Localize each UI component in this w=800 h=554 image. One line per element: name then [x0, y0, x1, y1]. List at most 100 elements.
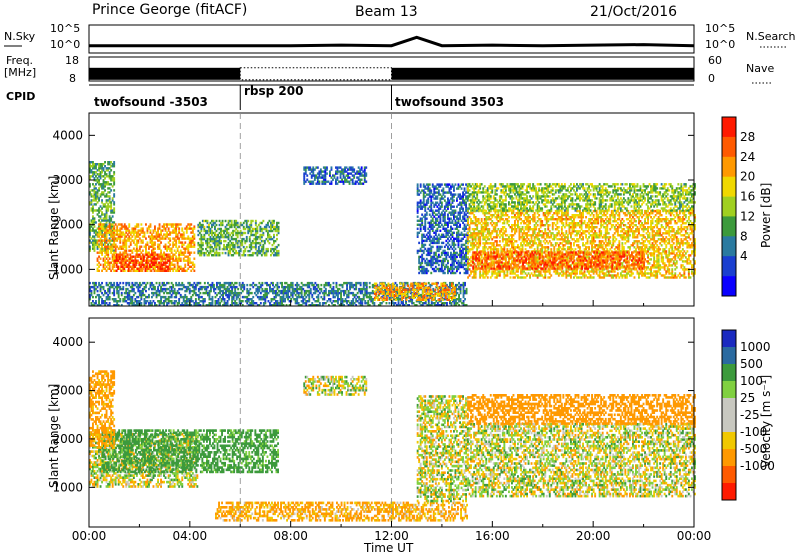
- heatmap-cell: [95, 187, 97, 190]
- heatmap-cell: [147, 259, 150, 262]
- heatmap-cell: [167, 227, 170, 230]
- heatmap-cell: [93, 229, 96, 232]
- heatmap-cell: [102, 249, 105, 252]
- heatmap-cell: [104, 173, 106, 176]
- heatmap-cell: [203, 254, 206, 257]
- heatmap-cell: [101, 167, 103, 170]
- heatmap-cell: [152, 267, 155, 270]
- heatmap-cell: [113, 171, 116, 174]
- heatmap-cell: [101, 171, 103, 174]
- heatmap-cell: [451, 219, 454, 222]
- heatmap-cell: [104, 185, 106, 188]
- heatmap-cell: [113, 189, 116, 192]
- heatmap-cell: [392, 282, 394, 285]
- heatmap-cell: [435, 282, 438, 285]
- heatmap-cell: [158, 247, 161, 250]
- heatmap-cell: [125, 265, 128, 268]
- heatmap-cell: [426, 296, 429, 299]
- nsky-tick-top: 10^5: [50, 22, 80, 35]
- heatmap-cell: [148, 253, 150, 256]
- heatmap-cell: [166, 249, 168, 252]
- heatmap-cell: [146, 255, 149, 258]
- heatmap-cell: [152, 245, 155, 248]
- heatmap-cell: [102, 191, 105, 194]
- heatmap-cell: [89, 171, 91, 174]
- heatmap-cell: [93, 203, 96, 206]
- heatmap-cell: [440, 245, 443, 249]
- heatmap-cell: [113, 193, 116, 196]
- heatmap-cell: [92, 167, 94, 170]
- heatmap-cell: [326, 172, 328, 175]
- nsky-tick-bottom: 10^0: [50, 38, 80, 51]
- heatmap-cell: [453, 231, 455, 234]
- heatmap-cell: [89, 183, 91, 186]
- heatmap-cell: [98, 173, 100, 176]
- heatmap-cell: [113, 269, 116, 272]
- heatmap-cell: [105, 173, 108, 176]
- heatmap-cell: [93, 225, 96, 228]
- heatmap-cell: [110, 243, 113, 246]
- heatmap-cell: [98, 223, 100, 226]
- heatmap-cell: [166, 223, 168, 226]
- freq-label-line2: [MHz]: [4, 66, 36, 79]
- heatmap-cell: [167, 223, 170, 226]
- heatmap-cell: [138, 265, 141, 268]
- heatmap-cell: [122, 239, 125, 242]
- heatmap-cell: [125, 235, 128, 238]
- heatmap-cell: [178, 298, 181, 301]
- heatmap-cell: [158, 261, 160, 264]
- heatmap-cell: [141, 253, 144, 256]
- heatmap-cell: [92, 221, 94, 224]
- heatmap-cell: [140, 245, 143, 248]
- cpid-segment-label-2: twofsound 3503: [395, 95, 504, 109]
- heatmap-cell: [107, 219, 110, 222]
- heatmap-cell: [110, 233, 113, 236]
- heatmap-cell: [244, 254, 247, 257]
- heatmap-cell: [170, 261, 173, 264]
- heatmap-cell: [89, 185, 91, 188]
- heatmap-cell: [98, 169, 100, 172]
- heatmap-cell: [110, 211, 113, 214]
- heatmap-cell: [353, 168, 356, 171]
- heatmap-cell: [111, 245, 114, 248]
- heatmap-cell: [99, 173, 102, 176]
- heatmap-cell: [105, 227, 108, 230]
- heatmap-cell: [99, 241, 102, 244]
- heatmap-cell: [123, 239, 126, 242]
- heatmap-cell: [164, 237, 167, 240]
- heatmap-cell: [89, 165, 91, 168]
- nave-tick-bottom: 0: [708, 72, 715, 85]
- heatmap-cell: [108, 215, 111, 218]
- heatmap-cell: [90, 195, 93, 198]
- heatmap-cell: [323, 298, 326, 301]
- heatmap-cell: [443, 271, 446, 275]
- heatmap-cell: [107, 207, 110, 210]
- heatmap-cell: [388, 302, 391, 305]
- heatmap-cell: [101, 245, 103, 248]
- heatmap-cell: [254, 219, 257, 223]
- heatmap-cell: [105, 241, 108, 244]
- heatmap-cell: [111, 243, 114, 246]
- heatmap-cell: [92, 247, 94, 250]
- heatmap-cell: [121, 263, 124, 266]
- heatmap-cell: [163, 227, 165, 230]
- heatmap-cell: [101, 251, 103, 254]
- heatmap-cell: [105, 199, 108, 202]
- heatmap-cell: [107, 187, 110, 190]
- heatmap-cell: [111, 233, 114, 236]
- heatmap-cell: [148, 235, 150, 238]
- heatmap-cell: [123, 267, 126, 270]
- heatmap-cell: [105, 175, 108, 178]
- heatmap-cell: [457, 229, 460, 232]
- heatmap-cell: [116, 231, 119, 234]
- heatmap-cell: [105, 183, 108, 186]
- heatmap-cell: [157, 243, 159, 246]
- heatmap-cell: [126, 269, 129, 272]
- heatmap-cell: [93, 219, 96, 222]
- heatmap-cell: [235, 298, 238, 301]
- heatmap-cell: [117, 237, 120, 240]
- heatmap-cell: [152, 251, 155, 254]
- heatmap-cell: [138, 229, 141, 232]
- heatmap-cell: [90, 219, 93, 222]
- heatmap-cell: [430, 189, 433, 192]
